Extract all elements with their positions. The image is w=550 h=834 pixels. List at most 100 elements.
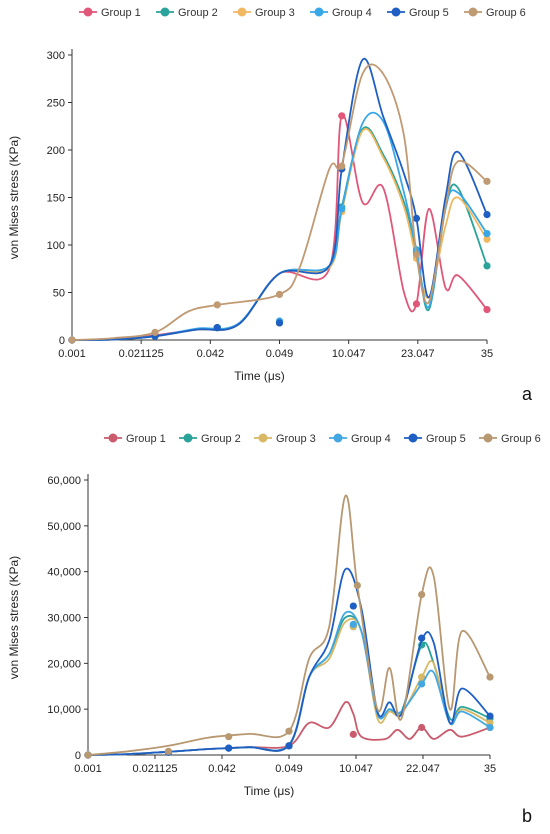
x-tick-label: 0.001: [58, 348, 86, 360]
x-tick-label: 0.049: [266, 348, 294, 360]
legend-swatch-marker: [391, 7, 401, 17]
panel-letter: b: [522, 806, 532, 826]
series-point-group-1: [412, 300, 421, 308]
series-point-group-1: [418, 723, 426, 732]
legend-item-group-2[interactable]: Group 2: [156, 7, 218, 19]
x-tick-label: 10.047: [332, 348, 366, 360]
series-point-group-5: [349, 602, 357, 610]
series-point-group-6: [486, 673, 494, 681]
y-tick-label: 0: [59, 335, 65, 347]
x-tick-label: 22.047: [406, 763, 440, 775]
y-axis-title: von Mises stress (KPa): [7, 556, 21, 679]
series-point-group-5: [225, 744, 233, 752]
chart-panel-b: 0 10,000 20,000 30,000 40,000 50,000 60,000 0.0…: [7, 433, 541, 826]
legend-swatch-marker: [333, 433, 343, 443]
y-tick-label: 250: [47, 98, 65, 110]
legend-item-group-6[interactable]: Group 6: [464, 7, 526, 19]
legend-label: Group 6: [501, 433, 541, 445]
y-tick-label: 60,000: [47, 475, 81, 487]
series-point-group-4: [486, 723, 494, 732]
series-point-group-5: [486, 712, 494, 720]
series-point-group-4: [418, 680, 426, 688]
legend-label: Group 4: [332, 7, 372, 19]
series-point-group-6: [164, 747, 172, 755]
legend-item-group-6[interactable]: Group 6: [479, 433, 541, 445]
legend-item-group-4[interactable]: Group 4: [329, 433, 391, 445]
y-tick-label: 40,000: [47, 567, 81, 579]
y-tick-label: 30,000: [47, 613, 81, 625]
x-tick-label: 10.047: [339, 763, 373, 775]
x-tick-label: 0.021125: [132, 763, 177, 775]
series-point-group-6: [151, 328, 159, 336]
y-tick-label: 100: [47, 240, 65, 252]
y-tick-label: 50,000: [47, 521, 81, 533]
series-point-group-4: [349, 620, 357, 628]
legend-label: Group 5: [409, 7, 449, 19]
y-tick-label: 300: [47, 50, 65, 62]
x-tick-label: 23.047: [401, 348, 435, 360]
y-tick-label: 0: [75, 750, 81, 762]
series-point-group-6: [418, 590, 426, 599]
legend-label: Group 4: [351, 433, 391, 445]
series-point-group-6: [68, 336, 76, 344]
y-tick-label: 10,000: [47, 704, 81, 716]
series-point-group-4: [483, 230, 491, 238]
legend-swatch-marker: [83, 7, 93, 17]
series-point-group-6: [483, 177, 491, 185]
legend-item-group-3[interactable]: Group 3: [233, 7, 295, 19]
series-point-group-6: [225, 733, 233, 741]
series-point-group-6: [412, 250, 421, 259]
y-tick-label: 50: [53, 288, 65, 300]
y-tick-label: 150: [47, 193, 65, 205]
legend-swatch-marker: [408, 433, 418, 443]
series-point-group-5: [285, 742, 293, 750]
series-point-group-6: [338, 162, 346, 170]
series-point-group-5: [418, 634, 426, 642]
legend-swatch-marker: [108, 433, 118, 443]
x-axis-title: Time (μs): [244, 784, 294, 798]
x-tick-label: 0.001: [74, 763, 102, 775]
legend-label: Group 6: [486, 7, 526, 19]
series-point-group-6: [285, 727, 293, 735]
legend-item-group-5[interactable]: Group 5: [404, 433, 466, 445]
x-tick-label: 0.021125: [119, 348, 164, 360]
legend-swatch-marker: [237, 7, 247, 17]
legend-label: Group 1: [101, 7, 141, 19]
legend-item-group-2[interactable]: Group 2: [179, 433, 241, 445]
legend-label: Group 2: [178, 7, 218, 19]
legend-item-group-1[interactable]: Group 1: [104, 433, 166, 445]
series-line-group-6: [71, 63, 488, 341]
legend-label: Group 3: [276, 433, 316, 445]
x-axis-title: Time (μs): [234, 369, 284, 383]
legend-item-group-3[interactable]: Group 3: [254, 433, 316, 445]
chart-panel-a: 0 50 100 150 200 250 300 0.001 0.021125 0.042 0.04…: [7, 7, 533, 404]
series-point-group-6: [84, 751, 92, 759]
legend-item-group-1[interactable]: Group 1: [79, 7, 141, 19]
x-tick-label: 35: [481, 348, 493, 360]
series-point-group-2: [483, 262, 491, 270]
y-tick-label: 20,000: [47, 658, 81, 670]
series-point-group-5: [483, 211, 491, 219]
legend-label: Group 2: [201, 433, 241, 445]
series-point-group-6: [275, 290, 284, 298]
series-point-group-1: [483, 306, 491, 314]
series-point-group-1: [338, 112, 346, 120]
legend-swatch-marker: [483, 433, 493, 443]
series-point-group-6: [213, 301, 221, 309]
legend-item-group-5[interactable]: Group 5: [387, 7, 449, 19]
x-tick-label: 35: [484, 763, 496, 775]
panel-letter: a: [522, 384, 533, 404]
series-point-group-3: [418, 673, 426, 681]
x-tick-label: 0.042: [197, 348, 225, 360]
y-axis-title: von Mises stress (KPa): [7, 136, 21, 259]
legend-swatch-marker: [314, 7, 324, 17]
series-point-group-4: [338, 205, 346, 213]
series-point-group-3: [483, 235, 491, 243]
legend-swatch-marker: [468, 7, 478, 17]
legend-item-group-4[interactable]: Group 4: [310, 7, 372, 19]
series-point-group-1: [349, 730, 357, 738]
series-point-group-5: [412, 214, 421, 222]
series-point-group-6: [353, 581, 361, 590]
legend-label: Group 1: [126, 433, 166, 445]
